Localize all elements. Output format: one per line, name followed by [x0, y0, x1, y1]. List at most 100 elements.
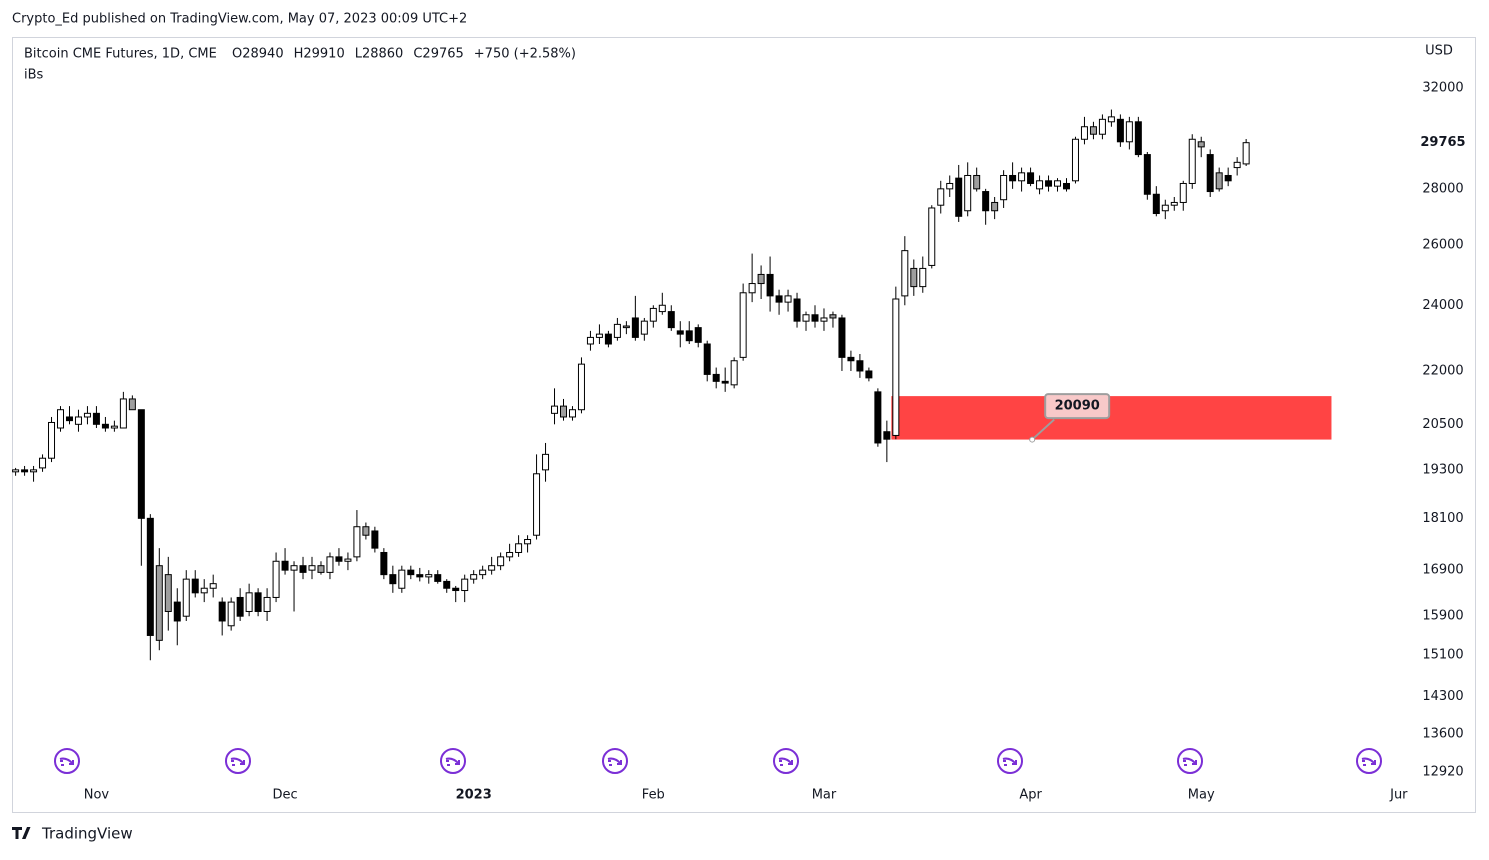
logo-mark: [12, 827, 31, 839]
candle-body: [506, 551, 514, 558]
candle-body: [479, 569, 487, 576]
event-icon: [602, 748, 628, 774]
candle-body: [649, 307, 657, 322]
zone: [891, 396, 1332, 440]
candle-body: [1197, 141, 1205, 148]
candle-body: [30, 469, 38, 473]
candle-body: [775, 295, 783, 303]
candle-body: [658, 304, 666, 313]
event-icon: [1356, 748, 1382, 774]
candle-body: [1080, 126, 1088, 140]
last-price-box: [1418, 132, 1470, 153]
candle-body: [524, 538, 532, 545]
candle-body: [802, 314, 810, 322]
callout-box: [1044, 393, 1111, 420]
candle-body: [883, 431, 891, 440]
candle-body: [1134, 121, 1142, 156]
x-tick-label: May: [1188, 788, 1215, 803]
publish-line: Crypto_Ed published on TradingView.com, …: [12, 12, 467, 27]
x-tick-label: Apr: [1019, 788, 1042, 803]
candle-body: [865, 370, 873, 379]
candle-body: [434, 574, 442, 582]
candle-body: [12, 469, 20, 473]
header-values: O28940 H29910 L28860 C29765 +750 (+2.58%): [232, 47, 576, 62]
candle-body: [92, 412, 100, 425]
candle-body: [1009, 174, 1017, 182]
candle-body: [874, 391, 882, 444]
candle-body: [892, 298, 900, 436]
candle-body: [398, 569, 406, 589]
event-icons: [54, 748, 1382, 774]
candle-body: [1036, 180, 1044, 190]
candle-body: [200, 587, 208, 594]
candle-body: [1018, 172, 1026, 182]
candle-body: [613, 323, 621, 338]
candle-body: [1242, 142, 1250, 165]
y-tick-label: 18100: [1422, 511, 1463, 526]
last-price-label: 29765: [1420, 135, 1465, 150]
candle-body: [362, 526, 370, 536]
candle-body: [964, 174, 972, 212]
candle-body: [982, 191, 990, 212]
chart-frame: [12, 37, 1476, 813]
candle-body: [164, 574, 172, 612]
candle-body: [757, 273, 765, 285]
candle-body: [1179, 182, 1187, 203]
candle-body: [57, 409, 65, 429]
candle-body: [622, 325, 630, 329]
candle-body: [1188, 138, 1196, 184]
candle-body: [488, 565, 496, 571]
callout-label: 20090: [1055, 399, 1100, 414]
candle-body: [955, 177, 963, 217]
currency: USD: [1425, 44, 1453, 59]
x-tick-label: Mar: [812, 788, 837, 803]
candle-body: [380, 551, 388, 576]
candle-body: [335, 556, 343, 562]
y-tick-label: 13600: [1422, 727, 1463, 742]
candle-body: [820, 317, 828, 322]
y-tick-label: 28000: [1422, 181, 1463, 196]
candle-body: [703, 343, 711, 375]
candle-body: [1170, 201, 1178, 206]
candle-body: [65, 416, 73, 422]
candle-body: [640, 320, 648, 335]
candle-body: [1116, 118, 1124, 143]
candle-body: [739, 292, 747, 358]
candle-body: [254, 592, 262, 612]
candle-body: [542, 453, 550, 471]
candle-body: [1215, 172, 1223, 190]
event-icon: [773, 748, 799, 774]
candle-body: [685, 330, 693, 342]
callout-pointer: [1031, 418, 1055, 441]
candle-body: [1000, 174, 1008, 201]
candle-body: [559, 405, 567, 418]
candle-body: [425, 574, 433, 578]
candle-body: [48, 421, 56, 459]
candle-body: [631, 317, 639, 338]
x-tick-label: Dec: [272, 788, 297, 803]
candle-body: [1054, 180, 1062, 187]
header-value: O28940: [232, 47, 284, 62]
candle-body: [101, 423, 109, 429]
candle-body: [838, 317, 846, 358]
candle-body: [784, 295, 792, 303]
candle-body: [1089, 126, 1097, 135]
candle-body: [182, 578, 190, 617]
candle-body: [236, 596, 244, 617]
candle-body: [937, 188, 945, 206]
candle-body: [694, 327, 702, 343]
candle-body: [604, 333, 612, 345]
candle-body: [829, 314, 837, 319]
candle-body: [39, 457, 47, 469]
candle-body: [928, 207, 936, 266]
candle-body: [371, 530, 379, 549]
candle-body: [74, 416, 82, 425]
candle-body: [308, 565, 316, 571]
candle-body: [973, 174, 981, 190]
candle-body: [1233, 161, 1241, 169]
logo-text: TradingView: [41, 825, 133, 843]
candle-body: [712, 373, 720, 382]
candle-body: [407, 569, 415, 576]
